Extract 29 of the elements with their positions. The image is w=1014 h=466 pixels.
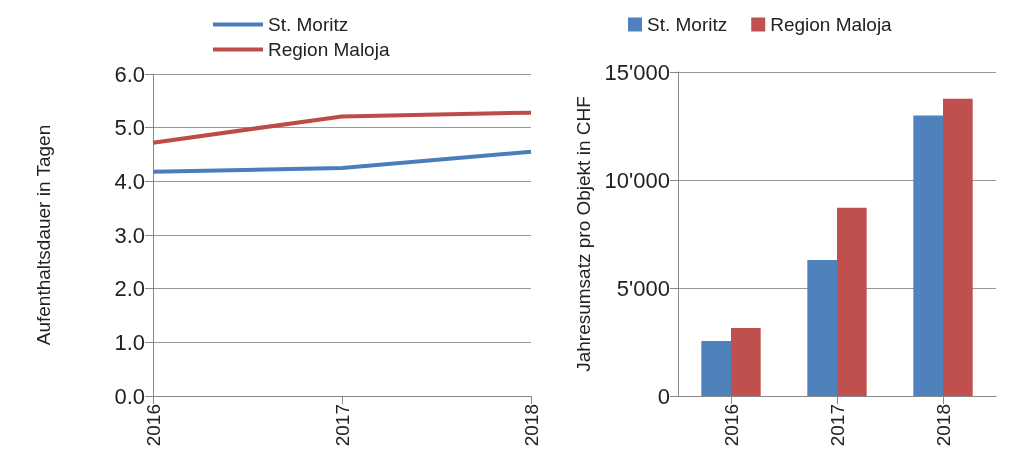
y-tick-label: 15'000 xyxy=(604,59,670,85)
x-tick-label: 2018 xyxy=(520,404,542,447)
legend-label: Region Maloja xyxy=(770,14,893,35)
bar xyxy=(837,207,867,396)
y-tick-label: 10'000 xyxy=(604,167,670,193)
x-tick-label: 2017 xyxy=(826,404,848,447)
x-tick-label: 2018 xyxy=(932,404,954,447)
bar xyxy=(807,259,837,396)
bar xyxy=(731,327,761,396)
legend-label: St. Moritz xyxy=(268,14,349,35)
y-tick-label: 6.0 xyxy=(114,61,145,87)
y-tick-label: 5.0 xyxy=(114,115,145,141)
y-axis-title: Jahresumsatz pro Objekt in CHF xyxy=(573,96,594,372)
bar xyxy=(913,115,943,396)
x-tick-label: 2016 xyxy=(720,404,742,447)
legend-label: Region Maloja xyxy=(268,39,390,60)
x-tick-label: 2017 xyxy=(331,404,353,447)
bar xyxy=(701,340,731,396)
y-tick-label: 4.0 xyxy=(114,168,145,194)
y-axis-title: Aufenthaltsdauer in Tagen xyxy=(33,124,54,346)
y-tick-label: 1.0 xyxy=(114,329,145,355)
y-tick-label: 0.0 xyxy=(114,383,145,409)
y-tick-label: 2.0 xyxy=(114,276,145,302)
x-tick-label: 2016 xyxy=(142,404,164,447)
bar xyxy=(943,98,973,396)
legend-label: St. Moritz xyxy=(647,14,728,35)
y-tick-label: 5'000 xyxy=(616,275,670,301)
y-tick-label: 0 xyxy=(657,383,670,409)
y-tick-label: 3.0 xyxy=(114,222,145,248)
